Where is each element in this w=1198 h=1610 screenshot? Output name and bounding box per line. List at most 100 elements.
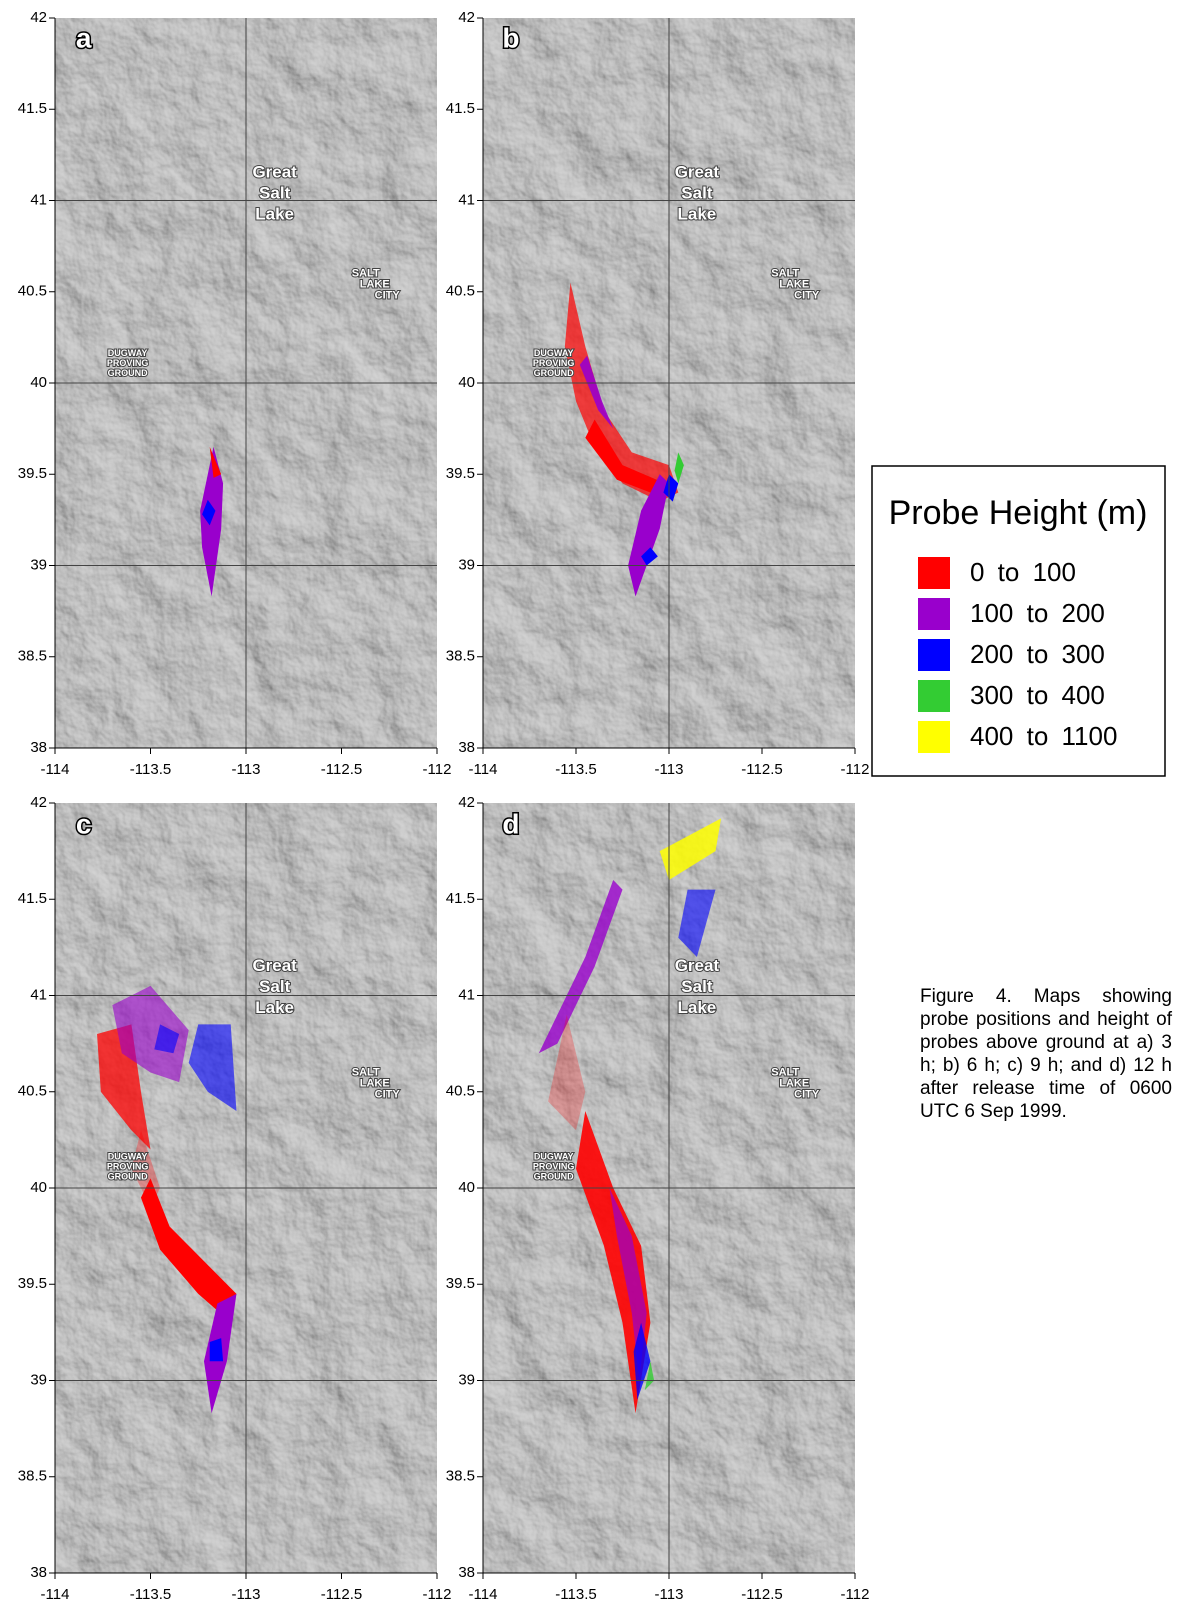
- x-tick-label: -113.5: [130, 1586, 171, 1603]
- legend-label: 400 to 1100: [970, 721, 1117, 751]
- place-label: Lake: [678, 998, 717, 1017]
- panel-label: c: [76, 808, 92, 839]
- place-label: Great: [675, 163, 720, 182]
- y-tick-label: 40.5: [446, 1083, 475, 1100]
- place-label: DUGWAY: [534, 348, 574, 358]
- y-tick-label: 40: [30, 374, 47, 391]
- y-tick-label: 38: [30, 739, 47, 756]
- y-tick-label: 39: [30, 556, 47, 573]
- legend-label: 100 to 200: [970, 598, 1105, 628]
- y-tick-label: 39.5: [446, 1275, 475, 1292]
- x-tick-label: -113.5: [555, 1586, 596, 1603]
- x-tick-label: -112.5: [321, 1586, 362, 1603]
- legend-swatch: [918, 721, 950, 753]
- place-label: PROVING: [107, 358, 149, 368]
- place-label: PROVING: [533, 1162, 575, 1172]
- x-tick-label: -112: [841, 1586, 870, 1603]
- x-tick-label: -113: [232, 761, 261, 778]
- y-tick-label: 40: [30, 1179, 47, 1196]
- place-label: DUGWAY: [108, 1152, 148, 1162]
- y-tick-label: 39: [458, 556, 475, 573]
- y-tick-label: 38.5: [446, 1468, 475, 1485]
- place-label: PROVING: [533, 358, 575, 368]
- y-tick-label: 39.5: [18, 465, 47, 482]
- x-tick-label: -113.5: [555, 761, 596, 778]
- place-label: Great: [675, 956, 720, 975]
- caption: Figure 4. Maps showing probe positions a…: [920, 985, 1172, 1123]
- y-tick-label: 41: [30, 986, 47, 1003]
- map-panel: -114-113.5-113-112.5-1123838.53939.54040…: [446, 9, 870, 778]
- x-tick-label: -113: [655, 1586, 684, 1603]
- y-tick-label: 40: [458, 1179, 475, 1196]
- place-label: Great: [252, 956, 297, 975]
- y-tick-label: 42: [458, 794, 475, 811]
- y-tick-label: 40.5: [18, 1083, 47, 1100]
- y-tick-label: 41.5: [446, 100, 475, 117]
- y-tick-label: 42: [30, 9, 47, 26]
- y-tick-label: 39: [30, 1371, 47, 1388]
- place-label: PROVING: [107, 1162, 149, 1172]
- x-tick-label: -112.5: [741, 1586, 782, 1603]
- legend-label: 200 to 300: [970, 639, 1105, 669]
- x-tick-label: -114: [41, 1586, 70, 1603]
- x-tick-label: -113.5: [130, 761, 171, 778]
- place-label: DUGWAY: [108, 348, 148, 358]
- place-label: Salt: [681, 184, 713, 203]
- legend-swatch: [918, 639, 950, 671]
- x-tick-label: -112: [841, 761, 870, 778]
- x-tick-label: -112: [423, 761, 452, 778]
- y-tick-label: 39: [458, 1371, 475, 1388]
- x-tick-label: -112: [423, 1586, 452, 1603]
- place-label: Salt: [259, 184, 291, 203]
- place-label: Salt: [259, 977, 291, 996]
- y-tick-label: 39.5: [18, 1275, 47, 1292]
- legend-swatch: [918, 557, 950, 589]
- panel-label: b: [502, 22, 519, 53]
- legend-title: Probe Height (m): [889, 494, 1148, 532]
- x-tick-label: -113: [232, 1586, 261, 1603]
- y-tick-label: 38: [458, 1564, 475, 1581]
- y-tick-label: 39.5: [446, 465, 475, 482]
- place-label: Lake: [678, 205, 717, 224]
- place-label: GROUND: [108, 1172, 148, 1182]
- y-tick-label: 41: [458, 191, 475, 208]
- legend-label: 300 to 400: [970, 680, 1105, 710]
- x-tick-label: -112.5: [741, 761, 782, 778]
- panel-label: a: [76, 22, 92, 53]
- y-tick-label: 40: [458, 374, 475, 391]
- panel-label: d: [502, 808, 519, 839]
- legend-swatch: [918, 680, 950, 712]
- place-label: GROUND: [108, 368, 148, 378]
- place-label: Lake: [255, 998, 294, 1017]
- y-tick-label: 41.5: [446, 890, 475, 907]
- place-label: DUGWAY: [534, 1152, 574, 1162]
- y-tick-label: 38.5: [446, 648, 475, 665]
- place-label: CITY: [375, 289, 401, 301]
- y-tick-label: 41: [458, 986, 475, 1003]
- legend-swatch: [918, 598, 950, 630]
- y-tick-label: 42: [30, 794, 47, 811]
- x-tick-label: -114: [469, 1586, 498, 1603]
- y-tick-label: 40.5: [446, 283, 475, 300]
- place-label: CITY: [375, 1088, 401, 1100]
- map-panel: -114 -113.5 -113 -112.5 -112 38 38.5 39 39.5 40 40…: [446, 794, 870, 1603]
- map-panel: -114 -113.5 -113 -112.5 -112 38 38.5 39 39.5 40 40…: [18, 794, 452, 1603]
- y-tick-label: 42: [458, 9, 475, 26]
- place-label: Salt: [681, 977, 713, 996]
- y-tick-label: 41.5: [18, 100, 47, 117]
- place-label: CITY: [794, 289, 820, 301]
- x-tick-label: -114: [469, 761, 498, 778]
- y-tick-label: 38: [30, 1564, 47, 1581]
- place-label: CITY: [794, 1088, 820, 1100]
- x-tick-label: -112.5: [321, 761, 362, 778]
- x-tick-label: -114: [41, 761, 70, 778]
- map-panel: -114-113.5-113-112.5-1123838.53939.54040…: [18, 9, 452, 778]
- place-label: GROUND: [534, 368, 574, 378]
- y-tick-label: 38: [458, 739, 475, 756]
- figure: Probe Height (m) 0 to 100100 to 200200 t…: [0, 0, 1198, 1610]
- y-tick-label: 40.5: [18, 283, 47, 300]
- place-label: GROUND: [534, 1172, 574, 1182]
- place-label: Great: [252, 163, 297, 182]
- y-tick-label: 38.5: [18, 1468, 47, 1485]
